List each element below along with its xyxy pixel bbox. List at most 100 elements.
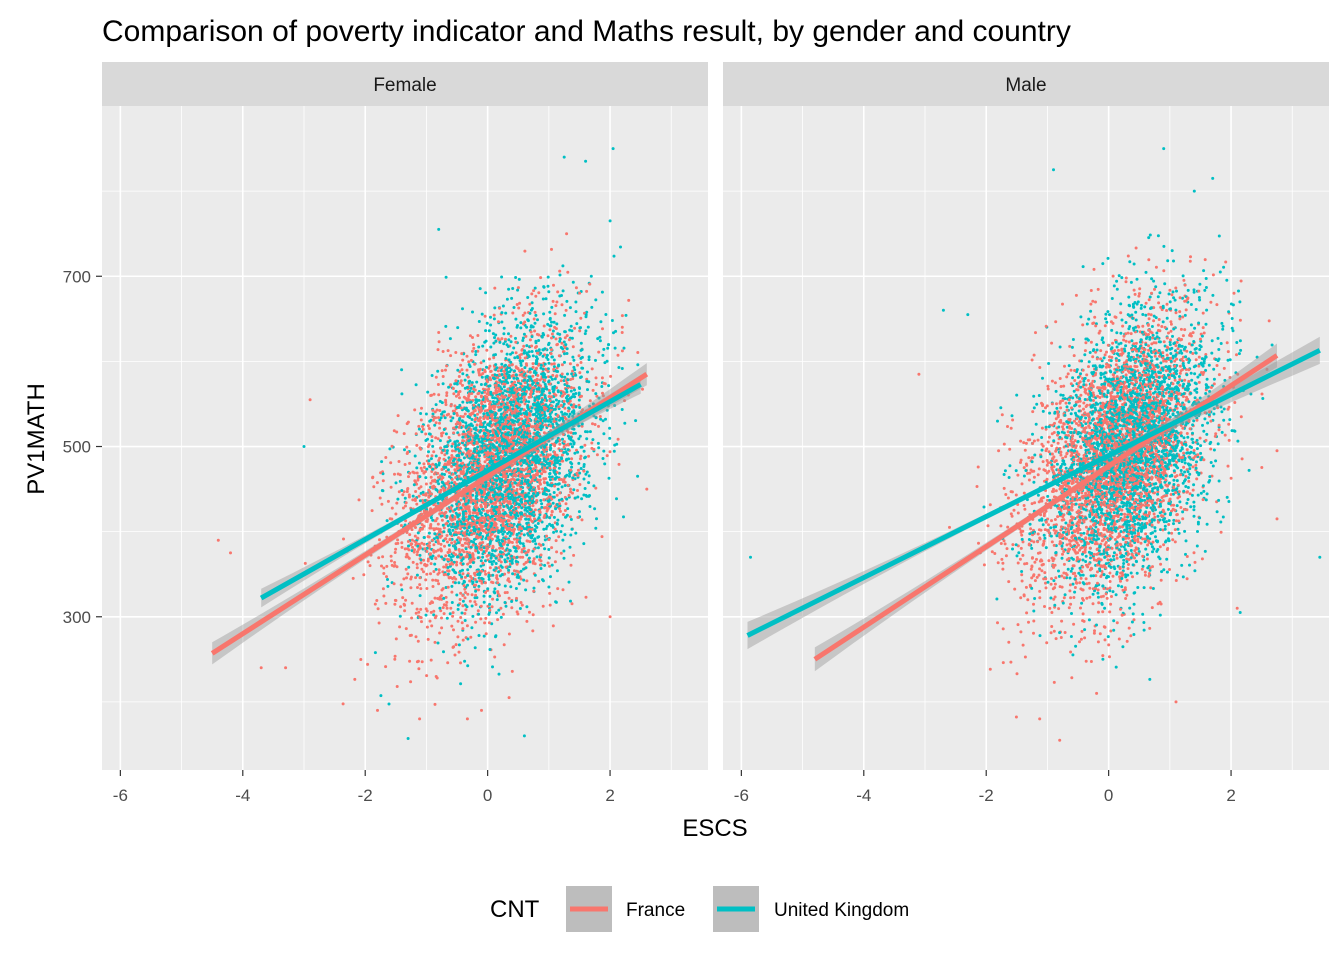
data-point-france bbox=[351, 576, 355, 580]
data-point-france bbox=[393, 602, 397, 606]
data-point-france bbox=[444, 510, 448, 514]
data-point-france bbox=[527, 429, 531, 433]
data-point-france bbox=[414, 576, 418, 580]
data-point-france bbox=[419, 466, 423, 470]
data-point-united-kingdom bbox=[534, 313, 538, 317]
data-point-france bbox=[492, 448, 496, 452]
data-point-united-kingdom bbox=[497, 608, 501, 612]
data-point-united-kingdom bbox=[446, 468, 450, 472]
data-point-united-kingdom bbox=[526, 404, 530, 407]
data-point-united-kingdom bbox=[500, 527, 504, 531]
data-point-france bbox=[553, 312, 557, 316]
data-point-france bbox=[417, 486, 421, 490]
data-point-france bbox=[483, 455, 487, 459]
data-point-united-kingdom bbox=[547, 343, 550, 347]
data-point-united-kingdom bbox=[536, 546, 540, 550]
data-point-united-kingdom bbox=[596, 441, 600, 445]
data-point-united-kingdom bbox=[586, 325, 590, 329]
data-point-united-kingdom bbox=[536, 409, 540, 413]
data-point-united-kingdom bbox=[417, 461, 421, 465]
data-point-france bbox=[567, 338, 571, 342]
facet-strip-label: Female bbox=[373, 75, 436, 96]
data-point-france bbox=[528, 434, 532, 438]
data-point-united-kingdom bbox=[467, 363, 471, 367]
data-point-united-kingdom bbox=[433, 562, 437, 566]
data-point-france bbox=[528, 302, 532, 306]
data-point-france bbox=[378, 538, 381, 542]
data-point-united-kingdom bbox=[475, 380, 479, 384]
data-point-france bbox=[496, 581, 500, 585]
data-point-united-kingdom bbox=[518, 359, 522, 363]
data-point-united-kingdom bbox=[533, 539, 537, 543]
data-point-united-kingdom bbox=[373, 651, 377, 655]
data-point-united-kingdom bbox=[493, 587, 497, 591]
data-point-united-kingdom bbox=[522, 533, 526, 537]
data-point-france bbox=[492, 313, 496, 317]
data-point-united-kingdom bbox=[587, 358, 591, 362]
data-point-france bbox=[450, 590, 454, 594]
data-point-france bbox=[442, 487, 446, 490]
facet-strip-background bbox=[102, 62, 708, 106]
data-point-france bbox=[459, 527, 462, 531]
data-point-france bbox=[528, 610, 531, 614]
data-point-united-kingdom bbox=[491, 332, 495, 336]
data-point-france bbox=[608, 450, 612, 454]
data-point-france bbox=[478, 542, 482, 546]
data-point-france bbox=[431, 408, 435, 412]
data-point-united-kingdom bbox=[579, 445, 583, 449]
data-point-france bbox=[491, 597, 495, 601]
data-point-united-kingdom bbox=[499, 574, 502, 578]
data-point-france bbox=[461, 432, 465, 436]
data-point-france bbox=[422, 462, 426, 466]
data-point-france bbox=[432, 392, 436, 396]
data-point-united-kingdom bbox=[467, 526, 471, 530]
data-point-united-kingdom bbox=[602, 347, 606, 351]
data-point-france bbox=[431, 418, 435, 422]
data-point-france bbox=[565, 232, 569, 236]
data-point-united-kingdom bbox=[547, 548, 551, 551]
data-point-france bbox=[382, 566, 386, 570]
data-point-france bbox=[558, 442, 562, 446]
data-point-united-kingdom bbox=[556, 389, 560, 393]
data-point-france bbox=[477, 588, 480, 592]
data-point-united-kingdom bbox=[444, 432, 448, 436]
data-point-united-kingdom bbox=[572, 442, 576, 446]
data-point-france bbox=[542, 498, 546, 502]
data-point-united-kingdom bbox=[517, 433, 521, 436]
data-point-france bbox=[483, 415, 487, 419]
data-point-united-kingdom bbox=[563, 313, 567, 317]
data-point-france bbox=[498, 546, 502, 550]
data-point-france bbox=[552, 367, 556, 371]
data-point-united-kingdom bbox=[473, 450, 477, 454]
data-point-france bbox=[562, 445, 566, 449]
data-point-united-kingdom bbox=[602, 449, 606, 453]
data-point-united-kingdom bbox=[567, 580, 571, 584]
data-point-france bbox=[460, 352, 464, 356]
data-point-france bbox=[553, 466, 557, 470]
data-point-united-kingdom bbox=[533, 412, 537, 416]
data-point-united-kingdom bbox=[582, 542, 586, 546]
data-point-france bbox=[620, 314, 624, 318]
data-point-france bbox=[384, 665, 388, 669]
data-point-france bbox=[533, 562, 537, 566]
data-point-france bbox=[531, 629, 535, 633]
data-point-united-kingdom bbox=[521, 542, 525, 546]
data-point-united-kingdom bbox=[450, 525, 454, 529]
data-point-france bbox=[427, 535, 431, 539]
data-point-france bbox=[522, 344, 526, 348]
data-point-france bbox=[476, 609, 480, 613]
data-point-france bbox=[460, 543, 464, 547]
data-point-united-kingdom bbox=[431, 444, 435, 448]
data-point-france bbox=[471, 349, 474, 353]
data-point-united-kingdom bbox=[525, 521, 529, 525]
data-point-france bbox=[579, 454, 583, 458]
data-point-france bbox=[567, 409, 570, 413]
data-point-united-kingdom bbox=[447, 385, 451, 389]
data-point-united-kingdom bbox=[442, 596, 446, 600]
data-point-france bbox=[437, 541, 440, 545]
data-point-united-kingdom bbox=[514, 491, 518, 495]
data-point-france bbox=[550, 336, 553, 340]
data-point-france bbox=[466, 562, 470, 566]
data-point-united-kingdom bbox=[388, 447, 392, 451]
